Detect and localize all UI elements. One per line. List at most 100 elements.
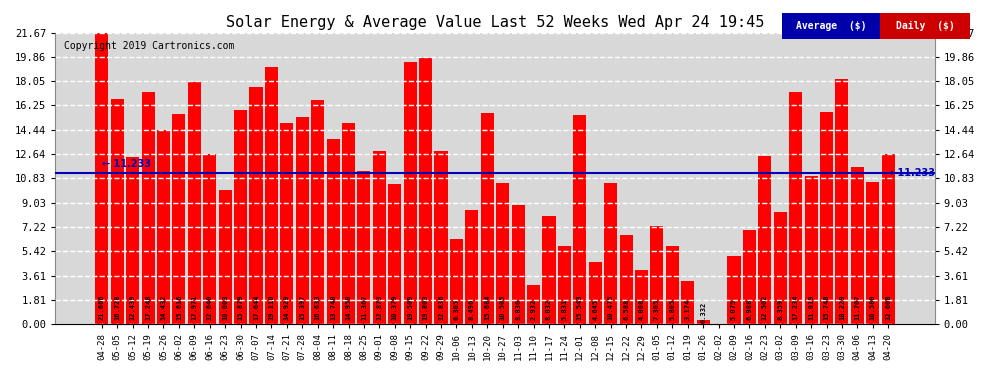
Bar xyxy=(172,114,185,324)
Text: 17.234: 17.234 xyxy=(793,294,799,320)
Text: Daily  ($): Daily ($) xyxy=(896,21,954,31)
Text: 10.505: 10.505 xyxy=(500,294,506,320)
Text: 17.248: 17.248 xyxy=(146,294,151,320)
Bar xyxy=(95,33,108,324)
Bar xyxy=(589,262,602,324)
Bar xyxy=(620,236,633,324)
Text: 14.432: 14.432 xyxy=(160,294,166,320)
Bar xyxy=(157,130,170,324)
Bar xyxy=(758,156,771,324)
Bar xyxy=(697,320,710,324)
Bar xyxy=(465,210,478,324)
Bar xyxy=(496,183,509,324)
Text: 21.666: 21.666 xyxy=(99,294,105,320)
Text: Average  ($): Average ($) xyxy=(796,21,866,31)
Text: 7.305: 7.305 xyxy=(654,299,660,320)
Text: 13.748: 13.748 xyxy=(330,294,336,320)
Bar xyxy=(311,100,325,324)
Text: 16.633: 16.633 xyxy=(315,294,321,320)
Text: 10.580: 10.580 xyxy=(870,294,876,320)
Bar xyxy=(280,123,293,324)
Text: Copyright 2019 Cartronics.com: Copyright 2019 Cartronics.com xyxy=(64,41,235,51)
Bar xyxy=(481,113,494,324)
Text: 15.616: 15.616 xyxy=(176,294,182,320)
Text: 4.645: 4.645 xyxy=(592,299,598,320)
Text: 15.879: 15.879 xyxy=(238,294,244,320)
Bar xyxy=(373,151,386,324)
Text: 5.831: 5.831 xyxy=(561,299,567,320)
Bar xyxy=(126,157,140,324)
Bar xyxy=(866,182,879,324)
Text: 10.379: 10.379 xyxy=(392,294,398,320)
Text: 14.950: 14.950 xyxy=(346,294,351,320)
Bar xyxy=(527,285,541,324)
Text: 14.929: 14.929 xyxy=(284,294,290,320)
Bar xyxy=(188,82,201,324)
Bar xyxy=(850,166,864,324)
Bar xyxy=(543,216,555,324)
Text: 10.475: 10.475 xyxy=(608,294,614,320)
Bar xyxy=(557,246,571,324)
Bar xyxy=(573,115,586,324)
Text: 12.873: 12.873 xyxy=(376,294,382,320)
Bar xyxy=(665,246,679,324)
FancyBboxPatch shape xyxy=(880,13,970,39)
Bar xyxy=(836,79,848,324)
Bar xyxy=(882,154,895,324)
Text: → 11.233: → 11.233 xyxy=(886,168,935,178)
Text: 18.229: 18.229 xyxy=(839,294,844,320)
Text: 11.019: 11.019 xyxy=(808,294,814,320)
Text: 12.439: 12.439 xyxy=(130,294,136,320)
Bar xyxy=(419,58,433,324)
Text: 19.803: 19.803 xyxy=(423,294,429,320)
Bar xyxy=(728,256,741,324)
Text: 15.543: 15.543 xyxy=(577,294,583,320)
Title: Solar Energy & Average Value Last 52 Weeks Wed Apr 24 19:45: Solar Energy & Average Value Last 52 Wee… xyxy=(226,15,764,30)
FancyBboxPatch shape xyxy=(782,13,880,39)
Text: 5.805: 5.805 xyxy=(669,299,675,320)
Text: 17.644: 17.644 xyxy=(253,294,259,320)
Text: 12.640: 12.640 xyxy=(207,294,213,320)
Bar xyxy=(249,87,262,324)
Bar xyxy=(327,139,340,324)
Text: 11.707: 11.707 xyxy=(854,294,860,320)
Text: 8.496: 8.496 xyxy=(469,299,475,320)
Bar xyxy=(404,62,417,324)
Bar xyxy=(219,189,232,324)
Bar xyxy=(342,123,355,324)
Text: 8.359: 8.359 xyxy=(777,299,783,320)
Bar xyxy=(234,111,248,324)
Text: 6.305: 6.305 xyxy=(453,299,459,320)
Text: 16.728: 16.728 xyxy=(114,294,120,320)
Text: 12.608: 12.608 xyxy=(885,294,891,320)
Bar xyxy=(357,171,370,324)
Bar xyxy=(635,270,648,324)
Bar xyxy=(296,117,309,324)
Text: 6.988: 6.988 xyxy=(746,299,752,320)
Text: ← 11.233: ← 11.233 xyxy=(102,159,150,169)
Bar xyxy=(820,112,833,324)
Text: 17.971: 17.971 xyxy=(191,294,197,320)
Text: 12.502: 12.502 xyxy=(762,294,768,320)
Text: 4.008: 4.008 xyxy=(639,299,644,320)
Text: 12.836: 12.836 xyxy=(438,294,445,320)
Bar xyxy=(142,92,154,324)
Bar xyxy=(681,281,694,324)
Bar xyxy=(789,92,802,324)
Bar xyxy=(650,226,663,324)
Bar xyxy=(604,183,617,324)
Text: 11.367: 11.367 xyxy=(361,294,367,320)
Text: 0.332: 0.332 xyxy=(700,302,706,323)
Bar xyxy=(774,211,787,324)
Text: 6.588: 6.588 xyxy=(623,299,629,320)
Text: 2.932: 2.932 xyxy=(531,299,537,320)
Bar xyxy=(512,205,525,324)
Bar xyxy=(805,176,818,324)
Text: 8.830: 8.830 xyxy=(515,299,521,320)
Bar xyxy=(449,239,463,324)
Bar xyxy=(742,230,756,324)
Bar xyxy=(265,67,278,324)
Text: 19.110: 19.110 xyxy=(268,294,274,320)
Text: 3.174: 3.174 xyxy=(685,299,691,320)
Text: 5.075: 5.075 xyxy=(731,299,737,320)
